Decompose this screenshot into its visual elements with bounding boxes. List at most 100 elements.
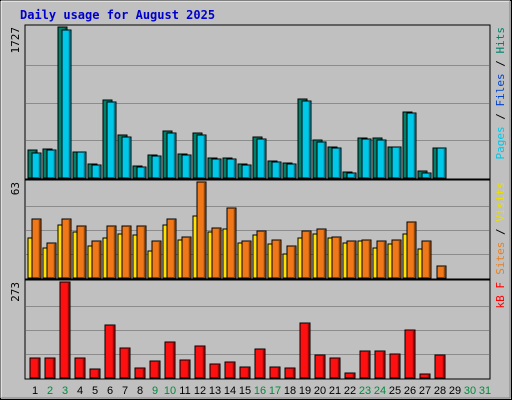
- bar-visits-sites-day-8: [136, 225, 147, 279]
- bar-body: [121, 225, 132, 279]
- bar-visits-sites-day-21: [331, 236, 342, 279]
- bar-body: [346, 172, 357, 179]
- bar-visits-sites-day-1: [31, 218, 42, 279]
- bar-hits-files-day-5: [91, 164, 102, 179]
- x-tick-day-30: 30: [464, 385, 476, 397]
- bar-kbf-kb-f-day-13: [209, 363, 221, 379]
- bar-body: [286, 163, 297, 179]
- bar-body: [224, 361, 236, 379]
- bar-body: [151, 155, 162, 179]
- bar-visits-sites-day-7: [121, 225, 132, 279]
- bar-body: [361, 138, 372, 179]
- bar-hits-files-day-12: [196, 134, 207, 179]
- bar-body: [211, 158, 222, 179]
- bar-hits-files-day-4: [76, 151, 87, 179]
- bar-body: [269, 366, 281, 379]
- bar-body: [346, 240, 357, 279]
- bar-body: [434, 354, 446, 379]
- bar-body: [254, 348, 266, 379]
- bar-body: [271, 161, 282, 179]
- bar-visits-sites-day-12: [196, 181, 207, 279]
- bar-body: [436, 265, 447, 279]
- x-tick-day-16: 16: [254, 385, 266, 397]
- bar-body: [359, 350, 371, 379]
- panel-visits-ymax-label: 63: [9, 182, 22, 195]
- bar-body: [406, 112, 417, 179]
- bar-body: [301, 230, 312, 279]
- bar-hits-files-day-13: [211, 158, 222, 179]
- bar-kbf-kb-f-day-20: [314, 354, 326, 379]
- bar-kbf-kb-f-day-25: [389, 353, 401, 379]
- bar-body: [314, 354, 326, 379]
- x-tick-day-3: 3: [62, 385, 68, 397]
- bar-body: [106, 101, 117, 179]
- bar-body: [419, 373, 431, 379]
- bar-visits-sites-day-22: [346, 240, 357, 279]
- bar-body: [59, 281, 71, 379]
- bar-visits-sites-day-17: [271, 239, 282, 279]
- bar-body: [286, 245, 297, 279]
- bar-body: [121, 136, 132, 179]
- bar-body: [241, 164, 252, 179]
- bar-body: [151, 240, 162, 279]
- bar-kbf-kb-f-day-16: [254, 348, 266, 379]
- x-tick-day-28: 28: [434, 385, 446, 397]
- bar-kbf-kb-f-day-18: [284, 367, 296, 379]
- bar-kbf-kb-f-day-14: [224, 361, 236, 379]
- bar-body: [76, 151, 87, 179]
- bar-visits-sites-day-19: [301, 230, 312, 279]
- panel-kbf: 273 kB F: [9, 279, 507, 380]
- bar-visits-sites-day-11: [181, 236, 192, 279]
- x-tick-day-24: 24: [374, 385, 386, 397]
- bar-body: [209, 363, 221, 379]
- bar-body: [106, 225, 117, 279]
- bar-hits-files-day-26: [406, 112, 417, 179]
- bar-kbf-kb-f-day-2: [44, 357, 56, 379]
- bar-visits-sites-day-4: [76, 225, 87, 279]
- bar-body: [344, 372, 356, 379]
- x-tick-day-12: 12: [194, 385, 206, 397]
- bar-body: [104, 324, 116, 379]
- x-tick-day-6: 6: [107, 385, 113, 397]
- legend-entry: Files: [494, 73, 507, 106]
- bar-body: [374, 350, 386, 379]
- bar-visits-sites-day-5: [91, 240, 102, 279]
- bar-body: [436, 147, 447, 179]
- x-tick-day-5: 5: [92, 385, 98, 397]
- bar-body: [166, 132, 177, 179]
- bar-kbf-kb-f-day-3: [59, 281, 71, 379]
- bar-visits-sites-day-18: [286, 245, 297, 279]
- bar-body: [61, 218, 72, 279]
- bar-visits-sites-day-28: [436, 265, 447, 279]
- bar-hits-files-day-19: [301, 100, 312, 179]
- panel-hits-legend: Pages / Files / Hits: [494, 27, 507, 160]
- bar-body: [31, 152, 42, 179]
- bar-hits-files-day-17: [271, 161, 282, 179]
- bar-body: [316, 228, 327, 279]
- bar-visits-sites-day-16: [256, 230, 267, 279]
- x-tick-day-26: 26: [404, 385, 416, 397]
- x-tick-day-25: 25: [389, 385, 401, 397]
- bar-kbf-kb-f-day-9: [149, 360, 161, 379]
- bar-body: [136, 166, 147, 179]
- bar-body: [179, 359, 191, 379]
- bar-kbf-kb-f-day-28: [434, 354, 446, 379]
- bar-hits-files-day-3: [61, 29, 72, 179]
- bar-hits-files-day-20: [316, 141, 327, 179]
- bar-visits-sites-day-23: [361, 239, 372, 279]
- x-tick-day-7: 7: [122, 385, 128, 397]
- bar-kbf-kb-f-day-4: [74, 357, 86, 379]
- bar-visits-sites-day-20: [316, 228, 327, 279]
- bar-body: [331, 147, 342, 179]
- panel-kbf-legend: kB F: [494, 282, 507, 309]
- bar-visits-sites-day-15: [241, 240, 252, 279]
- legend-entry: kB F: [494, 282, 507, 309]
- bar-body: [361, 239, 372, 279]
- bar-hits-files-day-9: [151, 155, 162, 179]
- bar-body: [226, 158, 237, 179]
- panel-hits: 1727 Pages / Files / Hits: [9, 24, 507, 180]
- bar-body: [284, 367, 296, 379]
- bar-hits-files-day-22: [346, 172, 357, 179]
- x-tick-day-14: 14: [224, 385, 236, 397]
- panel-kbf-ymax-label: 273: [9, 282, 22, 302]
